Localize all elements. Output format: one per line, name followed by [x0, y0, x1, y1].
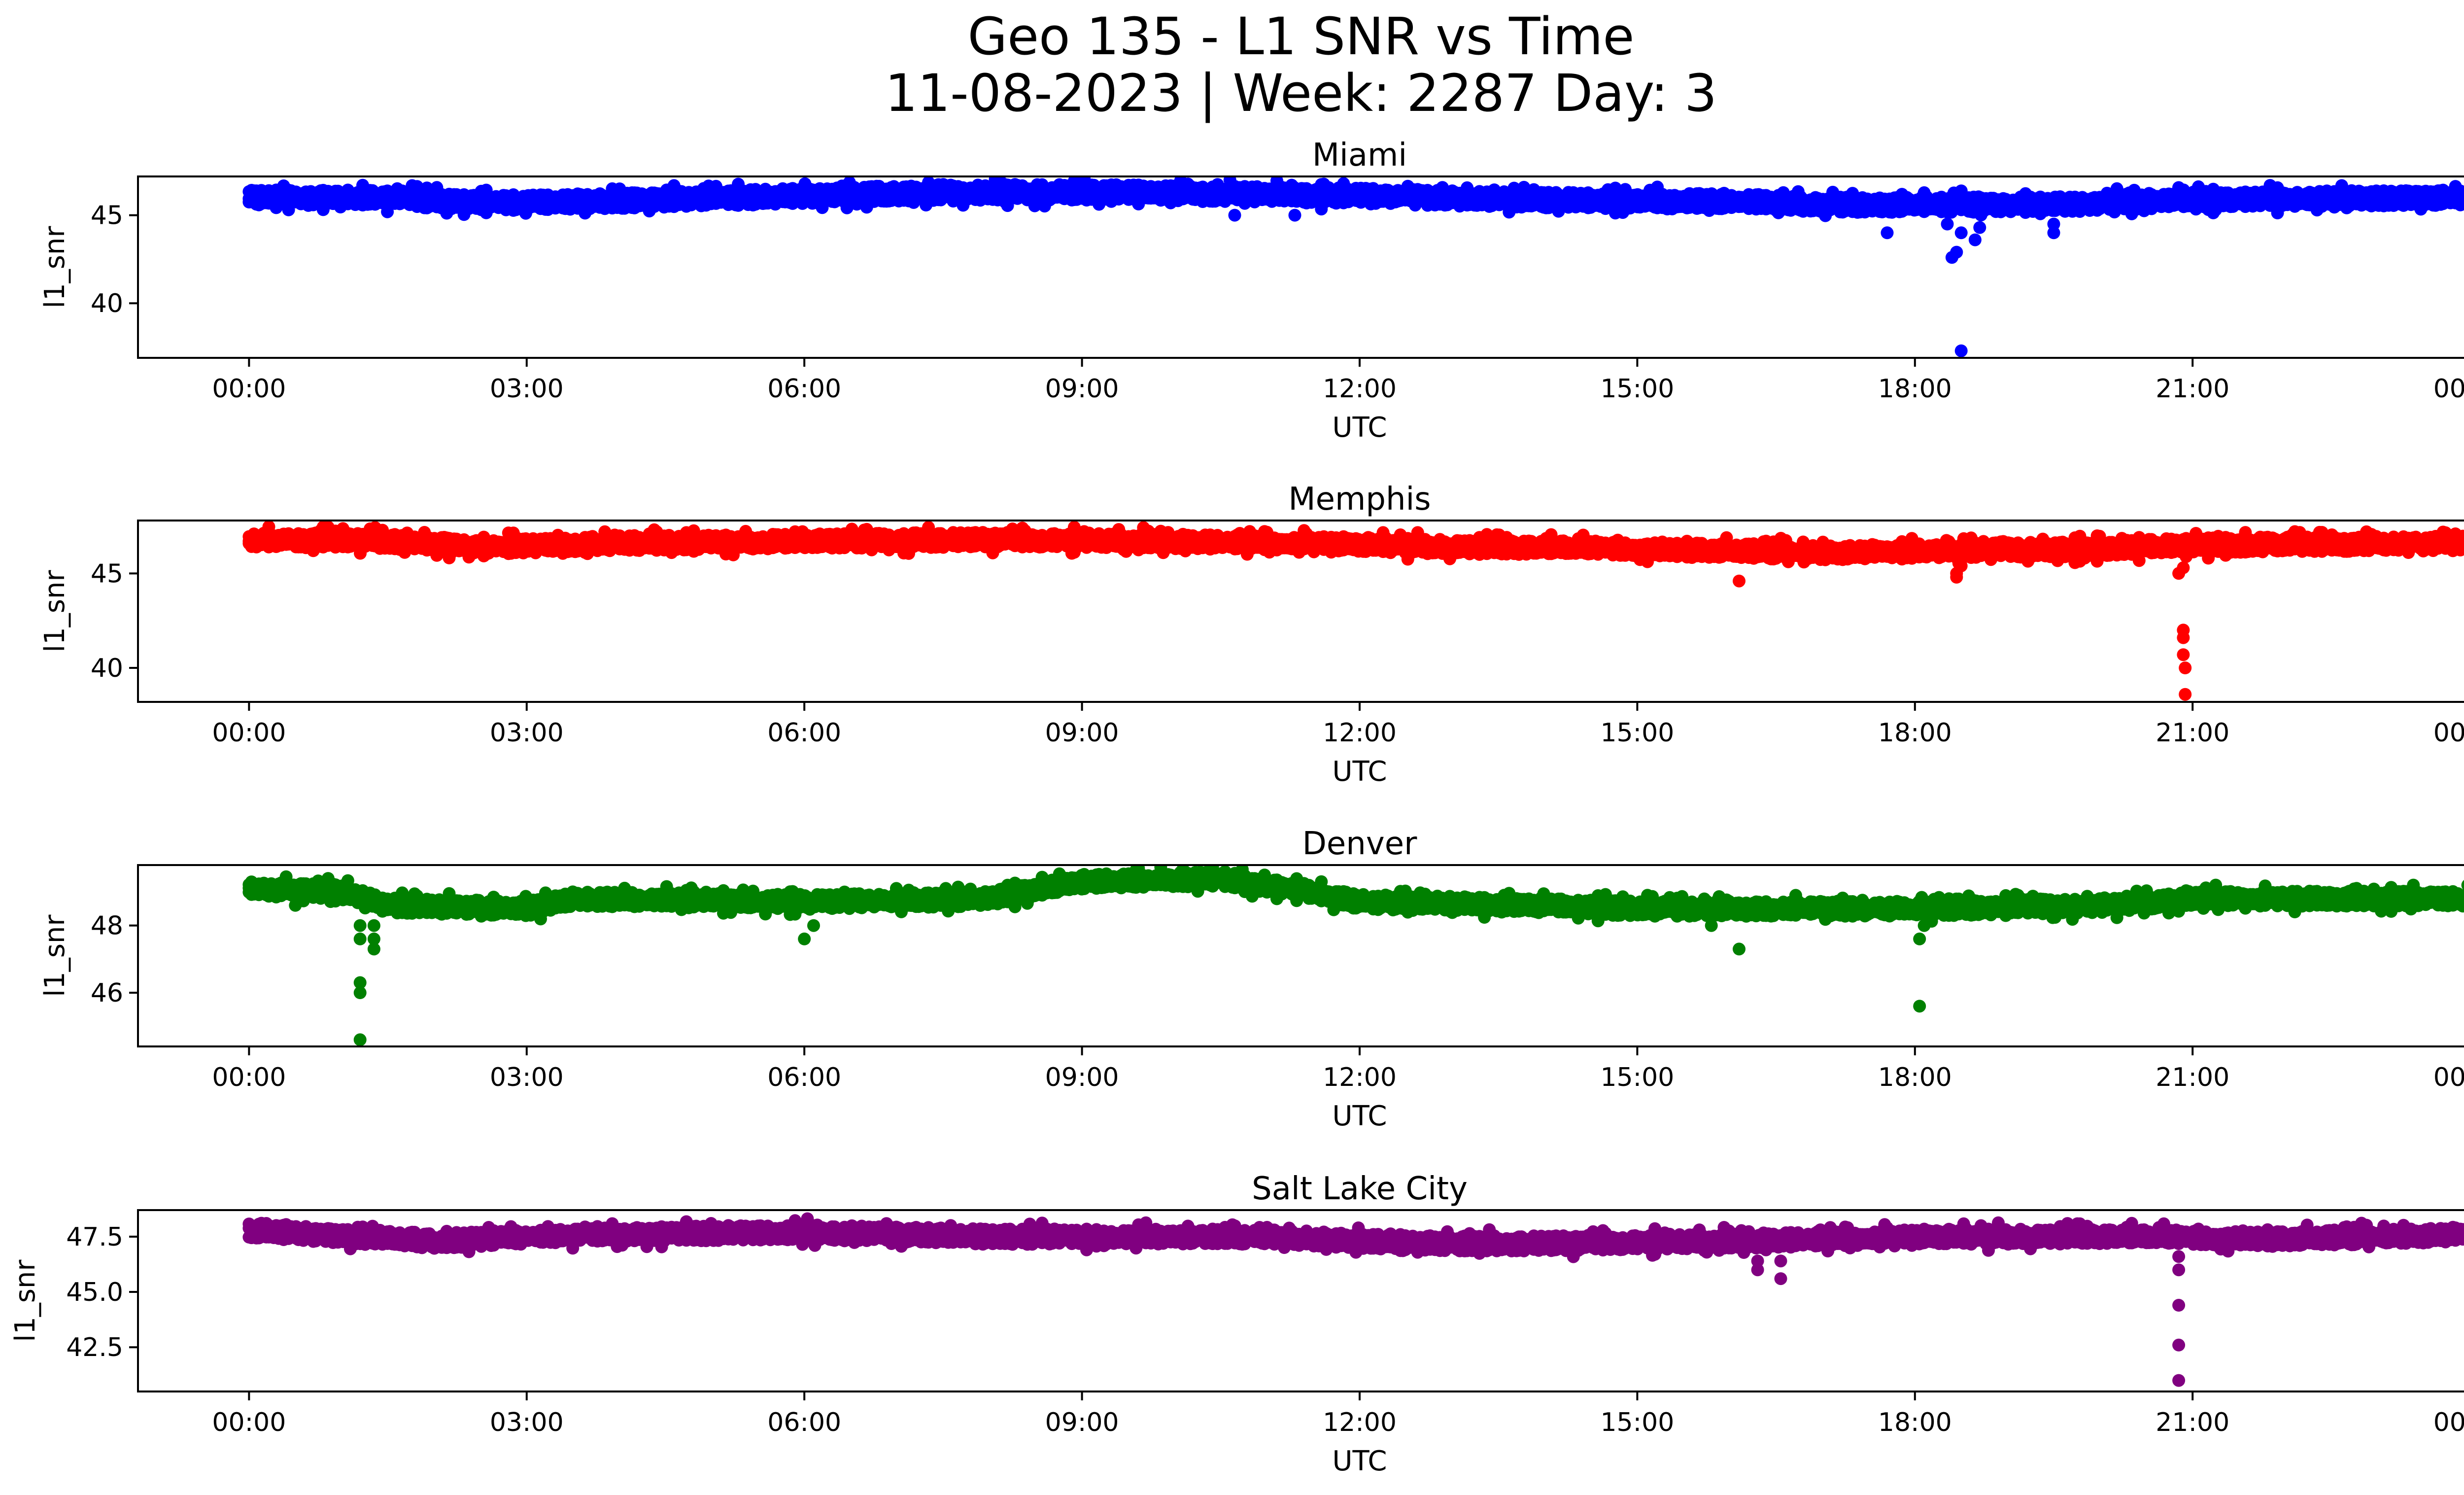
outlier-point — [1954, 226, 1968, 240]
x-tick-label: 15:00 — [1600, 374, 1674, 404]
outlier-point — [1954, 344, 1968, 357]
x-tick-label: 09:00 — [1045, 374, 1119, 404]
y-tick-label: 45 — [91, 201, 123, 231]
outlier-point — [1228, 209, 1241, 222]
outlier-point — [1288, 209, 1301, 222]
outlier-point — [1968, 233, 1982, 246]
y-axis-label: l1_snr — [39, 226, 71, 309]
outlier-point — [1881, 226, 1894, 240]
data-points — [242, 176, 2464, 357]
data-points — [242, 521, 2464, 701]
data-point — [381, 205, 394, 218]
subplot-title: Miami — [1312, 137, 1407, 174]
outlier-point — [1941, 217, 1954, 231]
subplot-0: Miami 00:00 03:00 06:00 09:00 12:00 15:00 18:00… — [39, 137, 2464, 444]
x-tick-label: 21:00 — [2156, 374, 2229, 404]
figure-title-line1: Geo 135 - L1 SNR vs Time — [967, 6, 1634, 67]
x-tick-label: 12:00 — [1323, 374, 1397, 404]
x-axis-label: UTC — [1332, 412, 1387, 444]
x-tick-label: 00:00 — [212, 374, 286, 404]
outlier-point — [2047, 226, 2060, 240]
data-point — [2461, 200, 2464, 211]
x-tick-label: 00:00 — [2433, 374, 2464, 404]
y-tick-label: 40 — [91, 289, 123, 318]
figure-title-line2: 11-08-2023 | Week: 2287 Day: 3 — [885, 63, 1717, 123]
x-tick-label: 03:00 — [490, 374, 564, 404]
outlier-point — [2047, 217, 2060, 231]
subplot-title: Memphis — [1288, 481, 1431, 518]
outlier-point — [1950, 245, 1963, 259]
x-tick-label: 18:00 — [1878, 374, 1952, 404]
data-point — [2461, 186, 2464, 197]
x-tick-label: 06:00 — [767, 374, 841, 404]
subplots: Miami 00:00 03:00 06:00 09:00 12:00 15:00 18:00… — [9, 137, 2464, 1477]
outlier-point — [1973, 221, 1986, 234]
